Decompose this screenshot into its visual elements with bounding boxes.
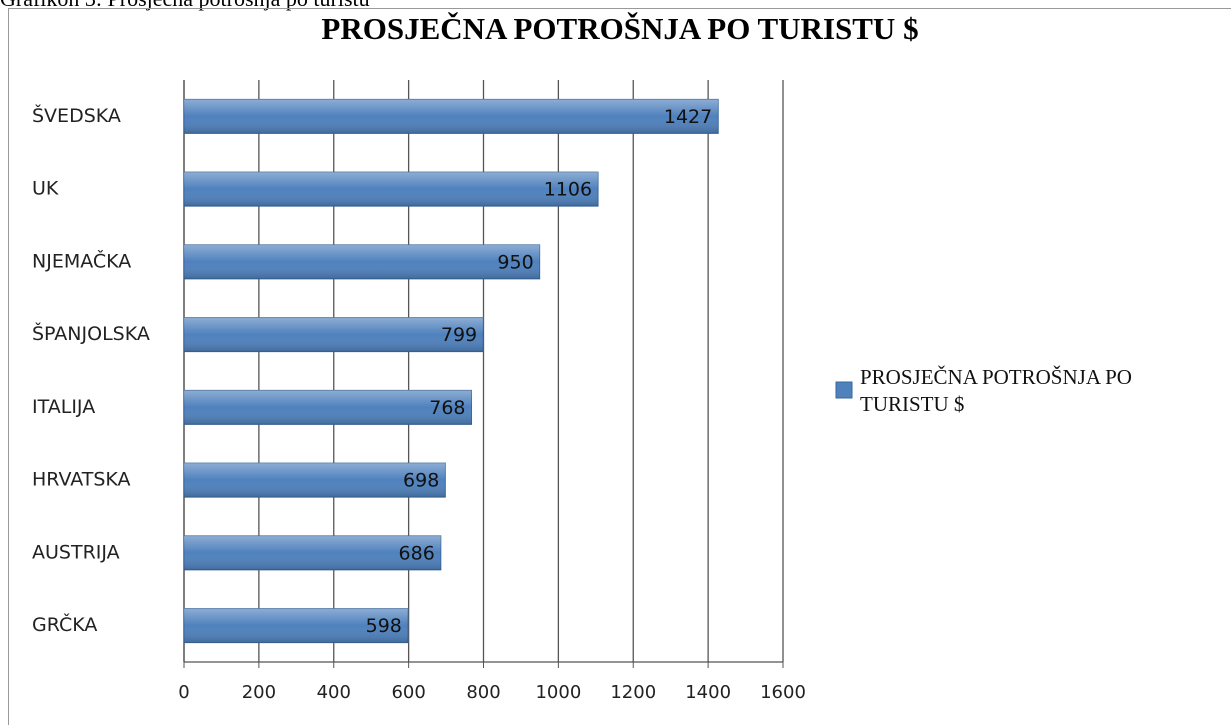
x-tick-label: 800 [466,682,500,703]
data-label: 1106 [544,179,592,201]
y-tick-label: HRVATSKA [32,469,131,491]
data-label: 598 [366,615,402,637]
x-tick-label: 1000 [535,682,581,703]
x-tick-label: 1600 [760,682,806,703]
bar-shine [184,535,441,570]
y-tick-label: UK [32,178,59,200]
x-tick-label: 200 [242,682,276,703]
chart-frame [8,8,1231,725]
legend-swatch [835,381,853,399]
x-tick-label: 0 [178,682,189,703]
data-label: 799 [441,324,477,346]
legend-label: PROSJEČNA POTROŠNJA PO TURISTU $ [860,365,1132,416]
data-label: 698 [403,470,439,492]
y-tick-label: ITALIJA [32,396,95,418]
data-label: 768 [429,397,465,419]
bar-shine [184,390,472,425]
data-label: 1427 [664,106,712,128]
x-tick-label: 1400 [685,682,731,703]
y-tick-label: AUSTRIJA [32,541,120,563]
data-label: 950 [497,251,533,273]
chart-title: PROSJEČNA POTROŠNJA PO TURISTU $ [321,11,918,46]
bar-shine [184,463,446,498]
y-tick-label: NJEMAČKA [32,248,131,272]
bar-shine [184,608,408,643]
caption: Grafikon 3: Prosječna potrošnja po turis… [0,0,370,12]
bar-shine [184,172,599,207]
bar-shine [184,244,540,279]
y-tick-label: ŠVEDSKA [32,103,121,127]
data-label: 686 [399,542,435,564]
x-tick-label: 400 [317,682,351,703]
x-tick-label: 1200 [610,682,656,703]
y-tick-label: GRČKA [32,612,97,636]
bar-shine [184,317,484,352]
y-tick-label: ŠPANJOLSKA [32,321,150,345]
x-tick-label: 600 [391,682,425,703]
bar-shine [184,99,719,134]
